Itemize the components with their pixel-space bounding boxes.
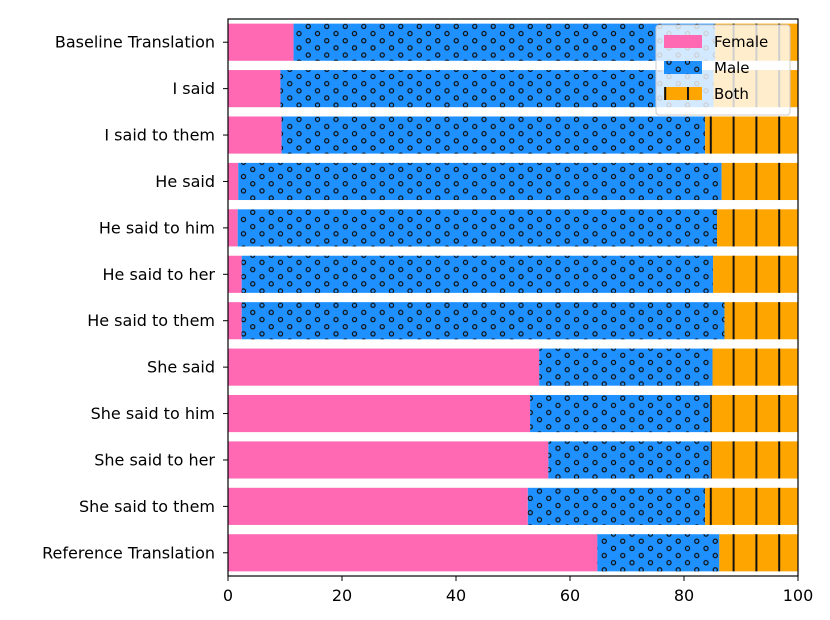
x-tick-label: 0 (223, 586, 233, 605)
y-tick-label: He said to them (87, 311, 215, 330)
legend-label-both: Both (714, 85, 749, 103)
legend-swatch-female (664, 35, 702, 48)
bar-hatch-both-3 (721, 162, 798, 201)
y-tick-label: I said (172, 79, 215, 98)
legend-label-male: Male (714, 59, 750, 77)
legend-label-female: Female (714, 33, 768, 51)
bar-hatch-male-5 (241, 255, 714, 293)
bars-layer (228, 23, 798, 572)
bar-hatch-male-9 (548, 441, 711, 479)
bar-female-1 (228, 70, 281, 108)
bar-hatch-both-10 (705, 487, 798, 525)
x-tick-label: 40 (446, 586, 466, 605)
bar-hatch-both-5 (713, 255, 798, 293)
bar-hatch-both-9 (710, 441, 798, 479)
y-tick-label: She said to them (79, 497, 215, 516)
x-tick-label: 100 (783, 586, 814, 605)
x-tick-labels: 0 20 40 60 80 100 (223, 576, 813, 605)
bar-hatch-both-7 (712, 348, 798, 386)
bar-hatch-both-6 (724, 302, 798, 340)
bar-female-4 (228, 209, 238, 247)
y-tick-labels: Baseline Translation I said I said to them… (42, 33, 228, 562)
bar-female-9 (228, 441, 549, 479)
bar-hatch-male-6 (241, 302, 725, 340)
y-tick-label: He said to her (103, 265, 216, 284)
legend: Female Male Both (655, 24, 791, 116)
bar-female-10 (228, 487, 528, 525)
bar-female-7 (228, 348, 540, 386)
y-tick-label: She said to him (91, 404, 215, 423)
x-tick-label: 20 (332, 586, 352, 605)
bar-hatch-male-2 (281, 116, 706, 154)
y-tick-label: She said (147, 358, 215, 377)
bar-hatch-male-11 (597, 534, 720, 572)
x-tick-label: 60 (560, 586, 580, 605)
bar-hatch-both-4 (717, 209, 798, 247)
bar-hatch-male-10 (527, 487, 706, 525)
x-tick-label: 80 (674, 586, 694, 605)
bar-hatch-male-7 (539, 348, 713, 386)
bar-hatch-male-0 (293, 23, 716, 61)
bar-female-11 (228, 534, 598, 572)
bar-hatch-both-2 (705, 116, 798, 154)
bar-female-8 (228, 394, 531, 433)
y-tick-label: She said to her (94, 450, 215, 469)
y-tick-label: I said to them (104, 126, 215, 145)
bar-female-2 (228, 116, 282, 154)
y-tick-label: Baseline Translation (55, 33, 215, 52)
y-tick-label: Reference Translation (42, 543, 215, 562)
bar-hatch-both-8 (710, 394, 798, 433)
bar-hatch-male-1 (280, 70, 714, 108)
bar-female-0 (228, 23, 294, 61)
bar-hatch-male-3 (238, 162, 722, 201)
bar-hatch-male-8 (530, 394, 711, 433)
bar-female-5 (228, 255, 242, 293)
legend-swatch-hatch-male (664, 61, 702, 74)
y-tick-label: He said to him (99, 218, 215, 237)
plot-frame (227, 18, 799, 577)
bar-female-3 (228, 162, 239, 201)
legend-swatch-hatch-both (664, 87, 702, 100)
bar-female-6 (228, 302, 242, 340)
bar-hatch-both-11 (719, 534, 798, 572)
y-tick-label: He said (155, 172, 215, 191)
bar-hatch-male-4 (237, 209, 718, 247)
